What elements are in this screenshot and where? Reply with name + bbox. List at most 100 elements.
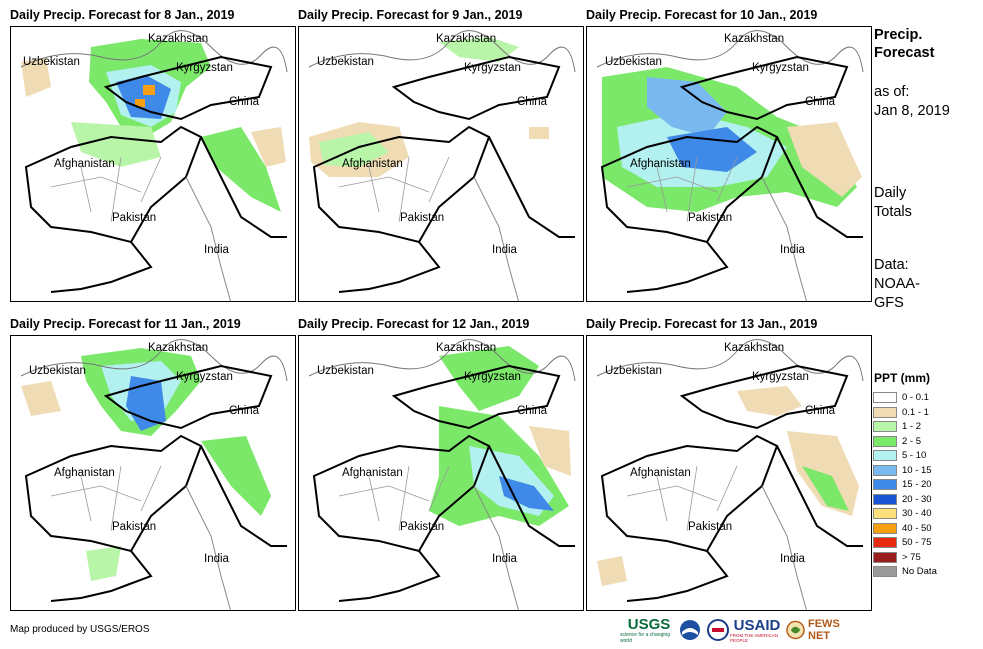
panel-title-4: Daily Precip. Forecast for 11 Jan., 2019 [10,317,241,331]
label-kyrgyzstan: Kyrgyzstan [464,371,521,383]
fewsnet-logo-text: FEWS NET [808,618,840,642]
legend-label: 50 - 75 [902,537,932,548]
label-kyrgyzstan: Kyrgyzstan [464,62,521,74]
label-china: China [805,405,836,417]
label-afghanistan: Afghanistan [54,467,115,479]
side-data-line3: GFS [874,295,904,311]
legend-item: 50 - 75 [873,536,932,549]
legend-label: 2 - 5 [902,435,922,447]
legend-swatch [873,522,897,534]
label-pakistan: Pakistan [688,521,733,533]
label-china: China [229,405,260,417]
map-panel-6: Kazakhstan Uzbekistan Kyrgyzstan China A… [586,335,872,611]
precip-map-4 [20,339,288,610]
legend-title: PPT (mm) [874,371,931,385]
label-uzbekistan: Uzbekistan [29,365,86,377]
label-india: India [492,244,517,256]
legend-item: 30 - 40 [873,507,932,520]
label-kazakhstan: Kazakhstan [148,33,209,45]
map-panel-5: Kazakhstan Uzbekistan Kyrgyzstan China A… [298,335,584,611]
label-kazakhstan: Kazakhstan [724,342,785,354]
legend-swatch [873,450,897,461]
usaid-seal-icon [707,619,729,641]
label-kazakhstan: Kazakhstan [148,342,209,354]
label-pakistan: Pakistan [688,212,733,224]
legend-swatch [873,464,897,476]
legend-item: 15 - 20 [873,478,932,491]
label-afghanistan: Afghanistan [342,467,403,479]
usaid-logo-tagline: FROM THE AMERICAN PEOPLE [730,632,779,643]
noaa-icon [680,620,700,640]
label-kyrgyzstan: Kyrgyzstan [752,371,809,383]
side-totals-line1: Daily [874,185,907,201]
label-kazakhstan: Kazakhstan [724,33,785,45]
label-india: India [492,553,517,565]
label-uzbekistan: Uzbekistan [317,365,374,377]
panel-title-6: Daily Precip. Forecast for 13 Jan., 2019 [586,317,818,331]
legend-swatch [873,508,897,519]
usgs-logo: USGS science for a changing world [620,615,678,644]
label-afghanistan: Afghanistan [630,158,691,170]
usaid-seal-logo [706,618,730,642]
legend-swatch [873,537,897,548]
footer-credit: Map produced by USGS/EROS [10,624,150,635]
label-kyrgyzstan: Kyrgyzstan [752,62,809,74]
legend-item: 0 - 0.1 [873,391,929,404]
label-pakistan: Pakistan [112,521,157,533]
legend-label: 10 - 15 [902,464,932,476]
label-pakistan: Pakistan [112,212,157,224]
legend-label: No Data [902,566,937,577]
legend-swatch [873,421,897,432]
map-panel-3: Kazakhstan Uzbekistan Kyrgyzstan China A… [586,26,872,302]
label-china: China [517,96,548,108]
map-panel-4: Kazakhstan Uzbekistan Kyrgyzstan China A… [10,335,296,611]
side-totals-line2: Totals [874,204,912,220]
legend-swatch [873,493,897,505]
legend-swatch [873,566,897,577]
panel-title-1: Daily Precip. Forecast for 8 Jan., 2019 [10,8,235,22]
label-china: China [517,405,548,417]
label-uzbekistan: Uzbekistan [23,56,80,68]
legend-item: 2 - 5 [873,435,921,448]
legend-item: 1 - 2 [873,420,921,433]
side-title-line1: Precip. [874,27,923,43]
label-india: India [780,244,805,256]
map-panel-1: Kazakhstan Uzbekistan Kyrgyzstan China A… [10,26,296,302]
panel-title-5: Daily Precip. Forecast for 12 Jan., 2019 [298,317,530,331]
label-afghanistan: Afghanistan [54,158,115,170]
legend-label: 30 - 40 [902,508,932,519]
legend-swatch [873,551,897,563]
legend-item: > 75 [873,551,921,564]
precip-map-6 [596,339,864,610]
legend-label: 1 - 2 [902,421,922,432]
label-india: India [780,553,805,565]
legend-swatch [873,435,897,447]
globe-icon [786,620,805,640]
label-pakistan: Pakistan [400,212,445,224]
precip-map-1 [20,30,288,301]
fewsnet-logo: FEWS NET [786,618,862,642]
label-kazakhstan: Kazakhstan [436,33,497,45]
legend-label: 0 - 0.1 [902,392,929,403]
legend-item: 0.1 - 1 [873,406,929,419]
legend-item: 5 - 10 [873,449,926,462]
legend-label: 40 - 50 [902,522,932,534]
label-kyrgyzstan: Kyrgyzstan [176,371,233,383]
usgs-logo-text: USGS [627,615,671,633]
label-india: India [204,553,229,565]
precip-map-3 [596,30,864,301]
panel-title-3: Daily Precip. Forecast for 10 Jan., 2019 [586,8,818,22]
legend-label: 5 - 10 [902,450,927,461]
legend-label: > 75 [902,551,921,563]
label-uzbekistan: Uzbekistan [317,56,374,68]
usaid-logo: USAID FROM THE AMERICAN PEOPLE [730,618,784,643]
side-title-line2: Forecast [874,45,935,61]
precip-map-2 [308,30,576,301]
usgs-logo-tagline: science for a changing world [620,631,671,644]
legend-item: 10 - 15 [873,464,932,477]
noaa-logo [678,618,702,642]
label-china: China [229,96,260,108]
legend-swatch [873,406,897,418]
legend-label: 15 - 20 [902,479,932,490]
side-data-line2: NOAA- [874,276,920,292]
